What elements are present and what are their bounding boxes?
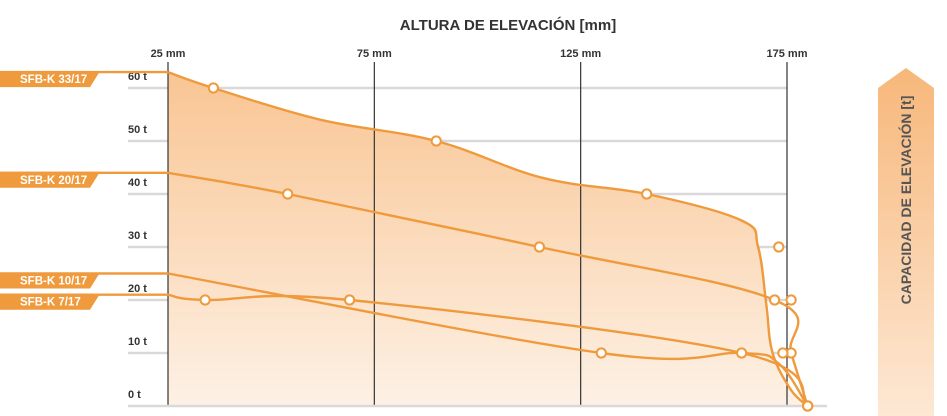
series-name-label: SFB-K 33/17: [20, 74, 87, 86]
series-marker: [785, 294, 797, 306]
series-marker: [641, 188, 653, 200]
up-arrow-icon: [878, 68, 934, 416]
series-marker: [595, 347, 607, 359]
series-marker: [769, 294, 781, 306]
capacity-area-fill: [168, 72, 808, 406]
x-tick-label: 25 mm: [151, 48, 186, 60]
series-name-label: SFB-K 7/17: [20, 297, 81, 309]
series-legend-tags: SFB-K 33/17 SFB-K 20/17 SFB-K 10/17 SFB-K 7…: [0, 70, 168, 310]
series-marker: [736, 347, 748, 359]
y-axis-arrow: CAPACIDAD DE ELEVACIÓN [t]: [878, 68, 934, 416]
y-axis-title: CAPACIDAD DE ELEVACIÓN [t]: [897, 96, 914, 305]
series-tag-2: [0, 272, 100, 289]
x-tick-label: 125 mm: [560, 48, 601, 60]
series-marker: [802, 400, 814, 412]
x-tick-label: 75 mm: [357, 48, 392, 60]
vertical-gridlines: [167, 62, 788, 406]
x-tick-label: 175 mm: [767, 48, 808, 60]
series-marker: [343, 294, 356, 306]
y-tick-label: 10 t: [128, 336, 147, 348]
series-marker: [777, 347, 789, 359]
y-tick-label: 30 t: [128, 230, 147, 242]
series-markers: [199, 82, 814, 412]
y-tick-label: 20 t: [128, 283, 147, 295]
y-tick-label: 50 t: [128, 124, 147, 136]
series-line-1: [167, 171, 809, 407]
series-marker: [199, 294, 211, 306]
series-marker: [430, 135, 442, 147]
y-axis-ticks: 0 t 10 t 20 t 30 t 40 t 50 t 60 t: [128, 71, 147, 401]
y-tick-label: 0 t: [128, 389, 141, 401]
series-tag-1: [0, 171, 100, 188]
series-name-label: SFB-K 20/17: [20, 175, 87, 187]
series-marker: [207, 82, 219, 94]
y-tick-label: 40 t: [128, 177, 147, 189]
series-marker: [282, 188, 294, 200]
chart-title: ALTURA DE ELEVACIÓN [mm]: [400, 16, 616, 34]
series-tag-3: [0, 293, 100, 310]
x-axis-ticks: 25 mm 75 mm 125 mm 175 mm: [151, 48, 808, 60]
series-marker: [533, 241, 546, 253]
y-tick-label: 60 t: [128, 71, 147, 83]
series-name-label: SFB-K 10/17: [20, 276, 87, 288]
series-tag-0: [0, 71, 100, 88]
series-marker: [773, 241, 785, 253]
